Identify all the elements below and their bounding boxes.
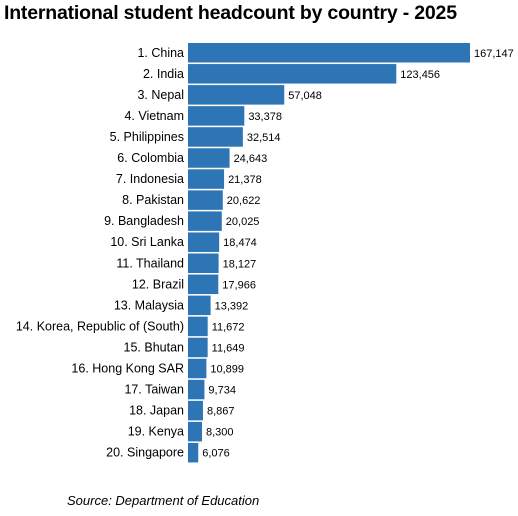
value-label: 20,622 [227, 195, 261, 207]
value-label: 21,378 [228, 174, 262, 186]
value-label: 24,643 [234, 153, 268, 165]
category-label: 2. India [143, 67, 184, 81]
value-label: 11,649 [212, 342, 245, 354]
category-label: 4. Vietnam [124, 109, 184, 123]
bar [188, 379, 205, 400]
bar [188, 274, 219, 295]
value-label: 32,514 [247, 132, 281, 144]
value-label: 123,456 [400, 69, 440, 81]
category-label: 12. Brazil [132, 277, 184, 291]
category-label: 5. Philippines [110, 130, 184, 144]
value-label: 167,147 [474, 48, 514, 60]
bar [188, 400, 203, 421]
bar [188, 169, 225, 189]
value-label: 17,966 [222, 279, 256, 291]
category-label: 9. Bangladesh [104, 214, 184, 228]
bar [188, 232, 220, 252]
category-label: 17. Taiwan [124, 383, 184, 397]
bar [188, 106, 245, 126]
value-label: 18,474 [223, 237, 257, 249]
bar [188, 148, 230, 168]
category-label: 8. Pakistan [122, 193, 184, 207]
category-label: 10. Sri Lanka [110, 235, 184, 249]
category-label: 19. Kenya [128, 425, 184, 439]
category-label: 15. Bhutan [124, 340, 185, 354]
value-label: 9,734 [208, 385, 236, 397]
bar [188, 421, 203, 442]
bar [188, 85, 285, 105]
category-label: 1. China [137, 46, 184, 60]
category-label: 14. Korea, Republic of (South) [16, 319, 184, 333]
value-label: 57,048 [288, 90, 322, 102]
category-label: 11. Thailand [116, 256, 184, 270]
category-label: 7. Indonesia [116, 172, 184, 186]
bar [188, 316, 208, 337]
bar [188, 337, 208, 358]
bar [188, 64, 397, 84]
value-label: 10,899 [210, 364, 244, 376]
bar [188, 358, 207, 379]
value-label: 20,025 [226, 216, 260, 228]
value-label: 8,867 [207, 406, 235, 418]
value-label: 13,392 [215, 300, 249, 312]
value-label: 6,076 [202, 448, 230, 460]
category-label: 13. Malaysia [114, 298, 184, 312]
bar [188, 442, 199, 463]
category-label: 16. Hong Kong SAR [71, 362, 184, 376]
category-label: 6. Colombia [117, 151, 184, 165]
bar [188, 295, 211, 316]
value-label: 11,672 [212, 321, 245, 333]
value-label: 8,300 [206, 427, 234, 439]
source-note: Source: Department of Education [67, 493, 260, 508]
category-label: 18. Japan [129, 404, 184, 418]
category-label: 3. Nepal [137, 88, 184, 102]
chart-title: International student headcount by count… [4, 2, 457, 24]
bar [188, 127, 243, 147]
bar [188, 190, 223, 210]
value-label: 33,378 [248, 111, 282, 123]
bar [188, 253, 219, 273]
bar [188, 43, 470, 63]
bar [188, 211, 222, 231]
category-label: 20. Singapore [106, 446, 184, 460]
value-label: 18,127 [223, 258, 257, 270]
